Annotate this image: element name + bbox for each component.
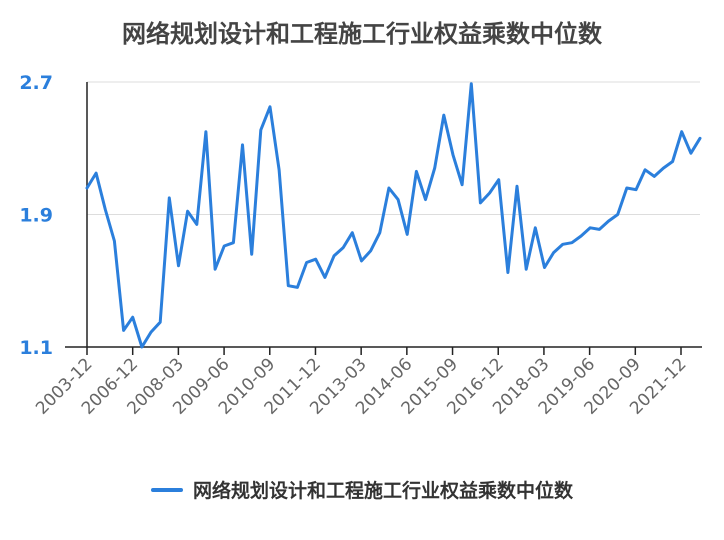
y-axis: 1.1 1.9 2.7 xyxy=(19,72,88,359)
y-tick-label: 1.1 xyxy=(19,337,53,359)
series-layer xyxy=(85,82,702,349)
legend[interactable]: 网络规划设计和工程施工行业权益乘数中位数 xyxy=(0,476,724,503)
x-axis: 2003-122006-122008-032009-062010-092011-… xyxy=(32,346,702,419)
y-tick-label: 1.9 xyxy=(19,205,53,227)
y-tick-label: 2.7 xyxy=(19,72,53,94)
chart-title: 网络规划设计和工程施工行业权益乘数中位数 xyxy=(122,20,602,48)
legend-label: 网络规划设计和工程施工行业权益乘数中位数 xyxy=(192,480,573,502)
series-line xyxy=(85,82,702,349)
legend-swatch xyxy=(150,487,183,492)
